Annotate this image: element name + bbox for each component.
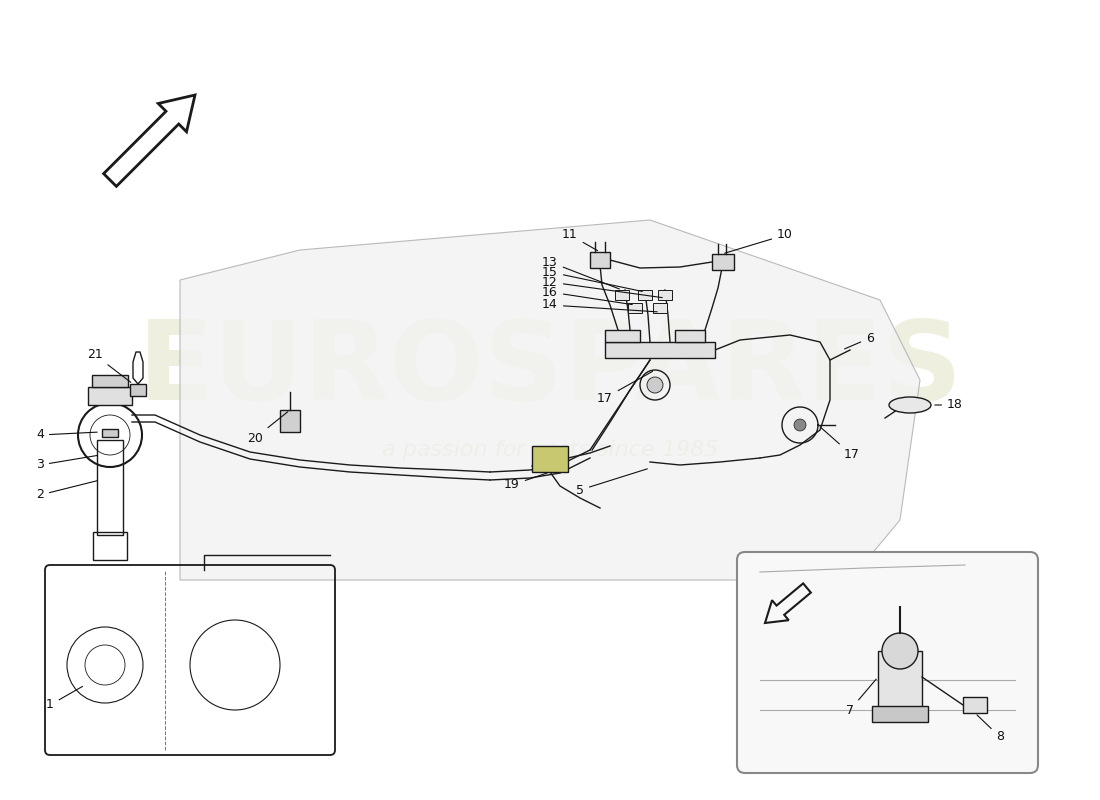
Bar — [628, 303, 642, 313]
Text: a passion for parts since 1985: a passion for parts since 1985 — [382, 440, 718, 460]
Bar — [97, 440, 123, 535]
Text: 20: 20 — [248, 412, 288, 445]
Bar — [92, 375, 128, 387]
Text: 12: 12 — [542, 275, 662, 298]
Bar — [675, 330, 705, 342]
Text: 10: 10 — [725, 229, 793, 253]
Text: EUROSPARES: EUROSPARES — [138, 317, 962, 423]
Bar — [653, 303, 667, 313]
Bar — [638, 290, 652, 300]
Text: 17: 17 — [821, 427, 860, 462]
Bar — [532, 446, 568, 472]
Bar — [94, 532, 126, 560]
Text: 7: 7 — [846, 679, 877, 717]
Ellipse shape — [889, 397, 931, 413]
Bar — [872, 706, 928, 722]
Text: 15: 15 — [542, 266, 642, 291]
Text: 11: 11 — [562, 229, 597, 250]
Bar — [130, 384, 146, 396]
Bar — [590, 252, 610, 268]
Bar — [88, 387, 132, 405]
Text: 3: 3 — [36, 455, 97, 471]
Text: 5: 5 — [576, 469, 647, 497]
Text: 17: 17 — [597, 371, 652, 405]
Text: 13: 13 — [542, 255, 619, 289]
Text: 19: 19 — [504, 473, 548, 491]
Text: 1: 1 — [46, 686, 82, 711]
Text: 14: 14 — [542, 298, 657, 312]
Text: 2: 2 — [36, 481, 97, 502]
Text: 8: 8 — [977, 715, 1004, 743]
Text: 18: 18 — [935, 398, 962, 411]
Bar — [280, 410, 300, 432]
FancyBboxPatch shape — [737, 552, 1038, 773]
Text: 6: 6 — [845, 331, 873, 349]
Bar — [878, 651, 922, 709]
Bar — [615, 290, 629, 300]
Circle shape — [647, 377, 663, 393]
Bar — [605, 330, 640, 342]
Circle shape — [882, 633, 918, 669]
Bar — [712, 254, 734, 270]
Text: 16: 16 — [542, 286, 632, 305]
Bar — [605, 342, 715, 358]
Bar — [102, 429, 118, 437]
Bar — [658, 290, 672, 300]
Text: 21: 21 — [87, 349, 131, 382]
Bar — [962, 697, 987, 713]
Polygon shape — [180, 220, 920, 580]
Circle shape — [794, 419, 806, 431]
Text: 4: 4 — [36, 429, 97, 442]
